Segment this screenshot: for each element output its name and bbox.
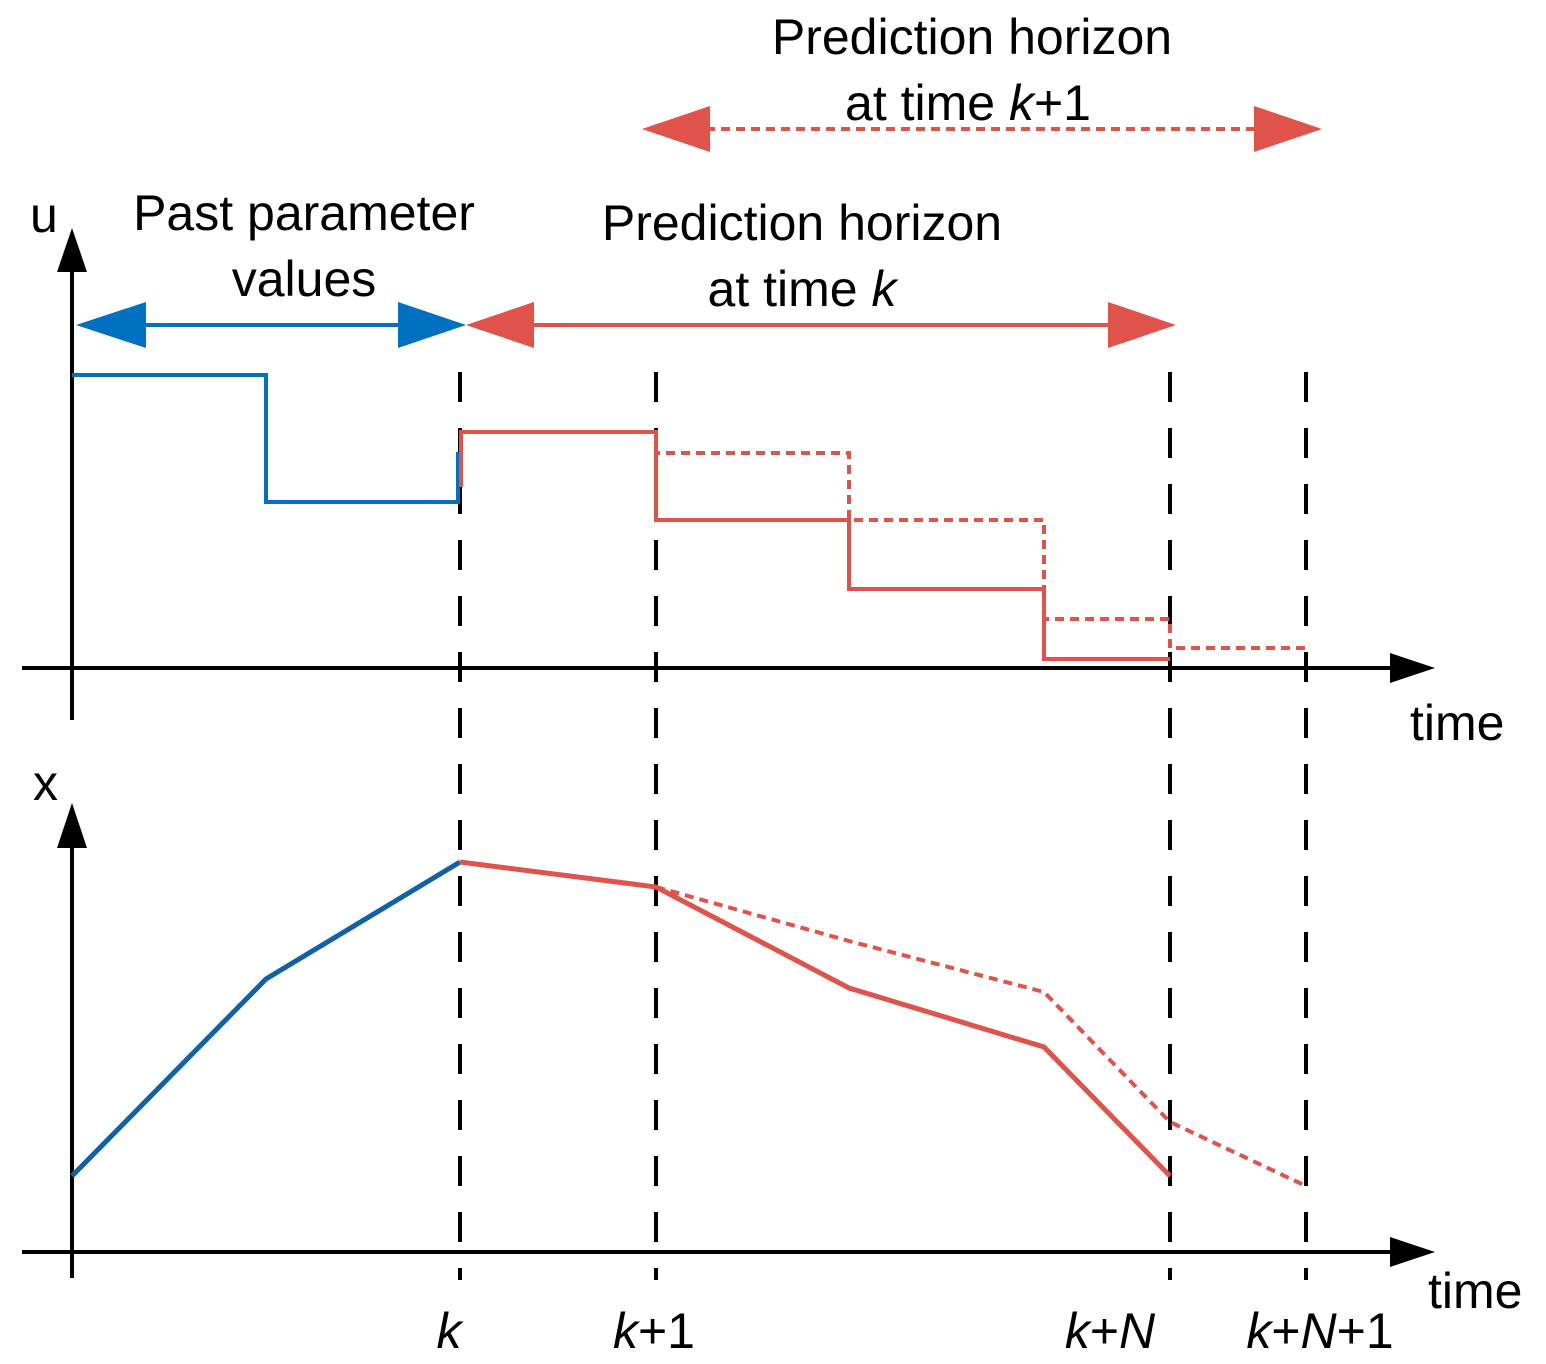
tick-label-k-plus-n-plus-1: k+N+1: [1246, 1303, 1393, 1359]
u-axes: [22, 228, 1435, 720]
horizon-k1-arrow: [642, 106, 1322, 152]
past-values-arrow: [76, 302, 466, 348]
u-time-arrowhead: [1390, 653, 1435, 683]
past-arrow-left-head: [76, 302, 146, 348]
horizon-k-right-head: [1108, 302, 1176, 348]
time-markers: [458, 372, 1308, 1280]
past-values-label-line1: Past parameter: [133, 185, 475, 241]
predicted-input-at-k: [459, 430, 1170, 661]
horizon-k-label-line1: Prediction horizon: [602, 195, 1002, 251]
horizon-k-arrow: [466, 302, 1176, 348]
x-time-arrowhead: [1390, 1237, 1435, 1267]
horizon-k-left-head: [466, 302, 534, 348]
horizon-k1-label-line1: Prediction horizon: [772, 9, 1172, 65]
predicted-state-at-k-plus-1: [655, 885, 1307, 1188]
past-control-input: [72, 373, 460, 504]
tick-label-k: k: [437, 1303, 465, 1359]
past-arrow-right-head: [398, 302, 466, 348]
past-state: [70, 859, 462, 1178]
x-axis-arrowhead: [57, 803, 87, 848]
horizon-k1-label-line2: at time k+1: [845, 75, 1091, 131]
x-axis-label: x: [33, 755, 58, 811]
tick-label-k-plus-1: k+1: [613, 1303, 695, 1359]
x-axes: [22, 803, 1435, 1278]
time-label-bottom: time: [1428, 1263, 1522, 1319]
past-values-label-line2: values: [232, 251, 377, 307]
predicted-input-at-k-plus-1: [654, 451, 1306, 650]
u-axis-arrowhead: [57, 228, 87, 272]
horizon-k1-left-head: [642, 106, 710, 152]
horizon-k-label-line2: at time k: [708, 261, 900, 317]
horizon-k1-right-head: [1254, 106, 1322, 152]
u-axis-label: u: [30, 187, 58, 243]
time-label-top: time: [1410, 695, 1504, 751]
tick-label-k-plus-n: k+N: [1065, 1303, 1156, 1359]
predicted-state-at-k: [459, 859, 1172, 1178]
